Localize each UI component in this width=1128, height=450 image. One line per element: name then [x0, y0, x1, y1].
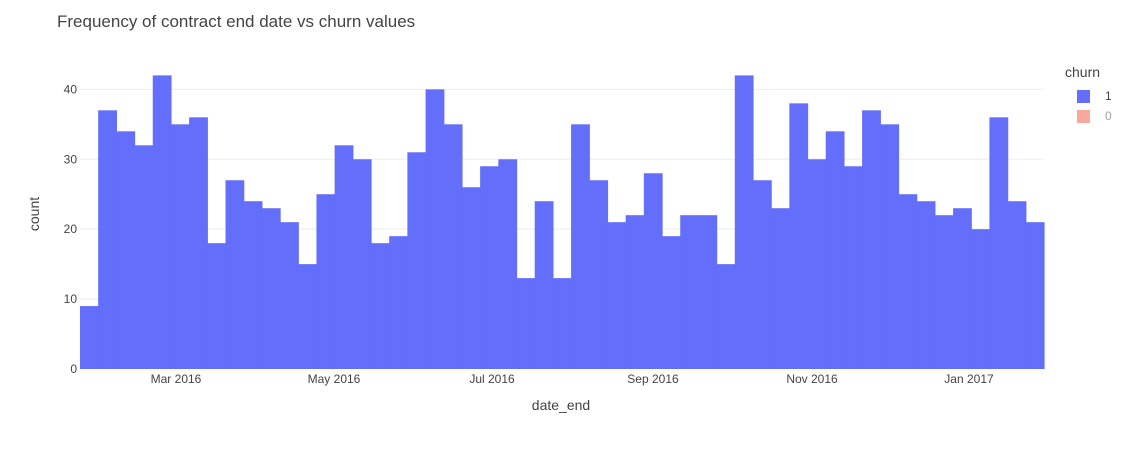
bar[interactable] [134, 145, 154, 369]
bar[interactable] [880, 124, 900, 369]
bar[interactable] [498, 159, 518, 369]
bar[interactable] [261, 208, 281, 369]
bar[interactable] [371, 243, 390, 369]
x-axis-title: date_end [532, 397, 590, 413]
bar[interactable] [280, 222, 299, 369]
legend-swatch-0 [1077, 109, 1090, 123]
bar[interactable] [625, 215, 645, 369]
x-tick-label: Nov 2016 [786, 372, 838, 386]
bar[interactable] [971, 229, 991, 369]
bar[interactable] [516, 278, 536, 369]
bar[interactable] [643, 173, 663, 369]
y-tick-label: 10 [64, 292, 78, 306]
bar[interactable] [298, 264, 318, 369]
bar[interactable] [316, 194, 336, 369]
bar[interactable] [807, 159, 827, 369]
bar[interactable] [752, 180, 772, 369]
bar[interactable] [789, 103, 809, 369]
bar[interactable] [170, 124, 190, 369]
bar[interactable] [461, 187, 481, 369]
legend-swatch-1 [1077, 89, 1090, 103]
bar[interactable] [443, 124, 463, 369]
bar[interactable] [80, 306, 99, 369]
y-tick-label: 40 [64, 82, 78, 96]
x-tick-label: Sep 2016 [627, 372, 679, 386]
bar[interactable] [589, 180, 609, 369]
bar[interactable] [152, 75, 172, 369]
bar[interactable] [407, 152, 427, 369]
bar[interactable] [898, 194, 918, 369]
x-tick-label: Mar 2016 [151, 372, 202, 386]
bar[interactable] [934, 215, 954, 369]
bar[interactable] [862, 110, 881, 369]
bar[interactable] [552, 278, 572, 369]
bar[interactable] [716, 264, 736, 369]
bar[interactable] [534, 201, 554, 369]
y-tick-label: 0 [70, 362, 77, 376]
bar[interactable] [425, 89, 445, 369]
bar[interactable] [607, 222, 627, 369]
chart-title: Frequency of contract end date vs churn … [57, 12, 416, 31]
bar[interactable] [1025, 222, 1045, 369]
legend: churn 1 0 [1065, 64, 1112, 126]
bar[interactable] [352, 159, 372, 369]
y-axis-title: count [26, 197, 42, 231]
bar[interactable] [989, 117, 1009, 369]
bar[interactable] [1007, 201, 1027, 369]
x-tick-label: Jul 2016 [469, 372, 515, 386]
x-tick-label: Jan 2017 [944, 372, 994, 386]
bar[interactable] [189, 117, 208, 369]
bar[interactable] [225, 180, 245, 369]
bar[interactable] [334, 145, 354, 369]
legend-label-0: 0 [1105, 109, 1112, 123]
legend-title: churn [1065, 64, 1101, 80]
bar[interactable] [843, 166, 863, 369]
bar[interactable] [680, 215, 700, 369]
bar[interactable] [389, 236, 408, 369]
bar[interactable] [98, 110, 117, 369]
bar[interactable] [571, 124, 590, 369]
y-tick-label: 30 [64, 152, 78, 166]
bar[interactable] [480, 166, 499, 369]
bar[interactable] [116, 131, 136, 369]
legend-label-1: 1 [1105, 89, 1112, 103]
bar[interactable] [916, 201, 936, 369]
bar[interactable] [207, 243, 227, 369]
bar[interactable] [698, 215, 718, 369]
legend-item-churn-1[interactable]: 1 [1065, 86, 1112, 106]
y-tick-label: 20 [64, 222, 78, 236]
bar[interactable] [953, 208, 972, 369]
bar[interactable] [771, 208, 790, 369]
x-tick-label: May 2016 [308, 372, 361, 386]
bar[interactable] [825, 131, 845, 369]
bar[interactable] [662, 236, 681, 369]
legend-item-churn-0[interactable]: 0 [1065, 106, 1112, 126]
bar[interactable] [243, 201, 263, 369]
bar[interactable] [734, 75, 754, 369]
